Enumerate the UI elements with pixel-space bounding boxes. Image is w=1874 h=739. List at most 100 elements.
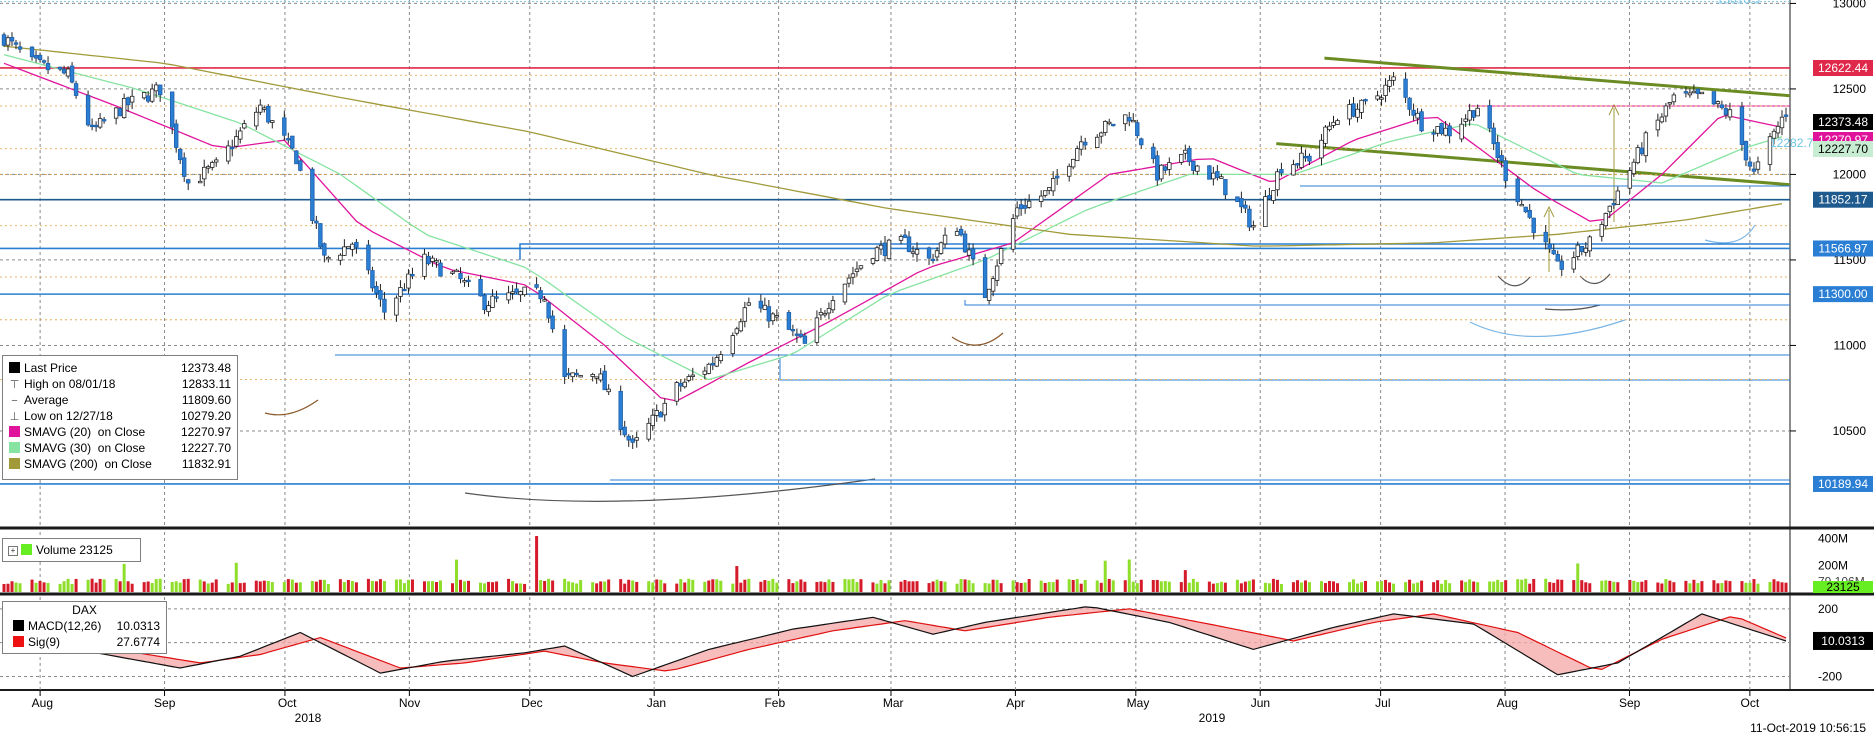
legend-label: High on 08/01/18: [24, 377, 116, 391]
volume-bar: [1195, 581, 1199, 592]
legend-value: 10279.20: [180, 409, 231, 423]
volume-bar: [1331, 581, 1335, 592]
volume-bar: [1404, 582, 1408, 592]
volume-bar: [735, 566, 739, 592]
volume-bar: [539, 580, 543, 592]
volume-bar: [1251, 579, 1255, 592]
candle-body: [1411, 109, 1416, 116]
candle-body: [1383, 84, 1388, 96]
candle-body: [342, 246, 347, 256]
volume-bar: [46, 582, 50, 592]
candle-body: [1319, 139, 1324, 159]
volume-bar: [10, 581, 14, 592]
candle-body: [842, 283, 848, 303]
candle-body: [786, 312, 792, 330]
candle-body: [198, 180, 203, 184]
volume-bar: [1588, 583, 1592, 592]
volume-bar: [178, 582, 182, 592]
candle-body: [906, 236, 912, 253]
candle-body: [794, 333, 800, 336]
candle-body: [870, 258, 876, 264]
candle-body: [1671, 94, 1677, 103]
candle-body: [1771, 130, 1777, 139]
volume-bar: [434, 582, 438, 592]
candle-body: [266, 105, 271, 123]
candle-body: [1447, 125, 1452, 137]
volume-bar: [479, 582, 483, 592]
candle-body: [294, 150, 299, 165]
candle-body: [1135, 122, 1140, 137]
volume-bar: [515, 583, 519, 592]
volume-bar: [198, 579, 202, 592]
candle-body: [1151, 146, 1156, 160]
volume-bar: [879, 579, 883, 592]
volume-bar: [1432, 582, 1436, 592]
volume-bar: [1532, 578, 1536, 592]
candle-body: [346, 246, 351, 249]
volume-bar: [230, 582, 234, 592]
candle-body: [326, 256, 331, 260]
volume-bar: [543, 580, 547, 592]
volume-bar: [154, 579, 158, 592]
volume-bar: [691, 579, 695, 592]
volume-bar: [1179, 582, 1183, 592]
volume-tick-label: 400M: [1818, 532, 1848, 546]
volume-bar: [1700, 581, 1704, 592]
volume-bar: [799, 579, 803, 592]
candle-body: [238, 130, 243, 140]
volume-bar: [398, 579, 402, 592]
volume-bar: [126, 581, 130, 592]
volume-bar: [1167, 581, 1171, 592]
candle-body: [153, 84, 159, 92]
volume-bar: [607, 579, 611, 592]
volume-bar: [687, 578, 691, 592]
volume-bar: [1039, 580, 1043, 592]
candle-body: [914, 248, 920, 255]
sig-value: 27.6774: [116, 635, 160, 649]
volume-bar: [74, 578, 78, 592]
candle-body: [177, 148, 183, 161]
volume-bar: [30, 579, 34, 592]
volume-bar: [42, 582, 46, 592]
volume-bar: [1660, 583, 1664, 592]
volume-bar: [1776, 581, 1780, 592]
candle-body: [1131, 119, 1136, 123]
volume-bar: [711, 579, 715, 592]
volume-bar: [206, 583, 210, 592]
candle-body: [350, 243, 355, 250]
month-label: Oct: [278, 696, 297, 710]
volume-bar: [491, 582, 495, 592]
month-label: Jan: [647, 696, 666, 710]
month-label: Mar: [883, 696, 904, 710]
level-label: 12622.44: [1818, 61, 1868, 75]
volume-bar: [1560, 579, 1564, 592]
volume-bar: [987, 583, 991, 592]
volume-bar: [595, 583, 599, 592]
candle-body: [1279, 169, 1284, 174]
volume-label: Volume: [36, 543, 77, 557]
candle-body: [550, 315, 555, 330]
volume-bar: [1464, 581, 1468, 592]
candle-body: [654, 410, 659, 416]
volume-bar: [258, 581, 262, 592]
candle-body: [338, 254, 343, 261]
volume-bar: [1299, 582, 1303, 592]
candle-body: [714, 357, 719, 367]
volume-bar: [623, 583, 627, 592]
volume-bar: [382, 581, 386, 592]
candle-body: [1071, 158, 1076, 168]
volume-bar: [118, 581, 122, 592]
volume-bar: [314, 581, 318, 592]
candle-body: [706, 363, 711, 374]
target-arrowhead: [1543, 205, 1555, 218]
legend-label: SMAVG (20) on Close: [24, 425, 146, 439]
candle-body: [1519, 203, 1524, 207]
volume-bar: [1323, 583, 1327, 592]
volume-bar: [1728, 581, 1732, 592]
candle-body: [606, 388, 611, 393]
volume-bar: [743, 579, 747, 592]
volume-bar: [1664, 579, 1668, 592]
candle-body: [1643, 132, 1649, 157]
volume-bar: [983, 583, 987, 592]
